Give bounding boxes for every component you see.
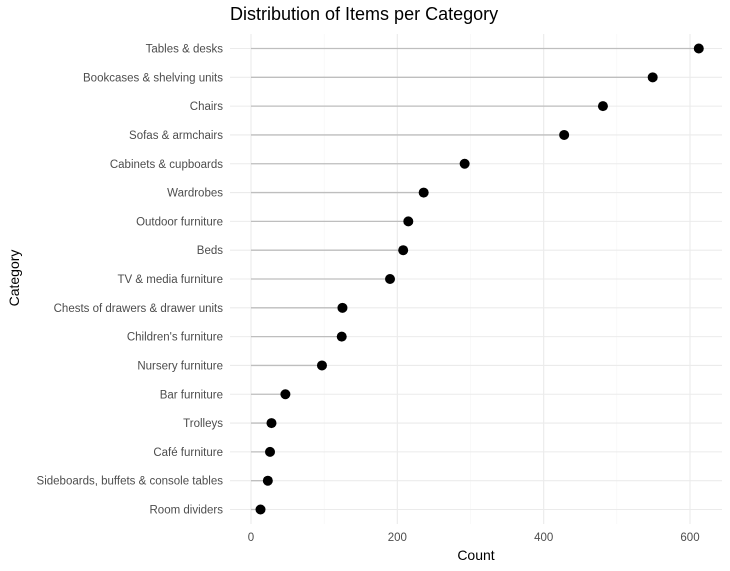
y-axis-tick-labels: Tables & desks Bookcases & shelving units… [37,44,224,517]
x-tick-label: 200 [388,532,407,544]
data-point [418,187,429,198]
data-point [559,129,570,140]
x-axis-tick-labels: 0 200 400 600 [248,532,700,544]
y-tick-label: Bookcases & shelving units [83,72,223,84]
data-point [255,504,266,515]
y-tick-label: Beds [197,245,223,257]
data-point [265,446,276,457]
x-tick-label: 400 [534,532,553,544]
y-tick-label: Room dividers [150,505,224,517]
y-tick-label: Tables & desks [146,44,224,56]
data-point [280,389,291,400]
data-point [403,216,414,227]
y-tick-label: Cabinets & cupboards [110,159,223,171]
data-point [316,360,327,371]
data-point [266,418,277,429]
y-tick-label: Bar furniture [160,389,223,401]
y-tick-label: Nursery furniture [137,360,223,372]
data-point [336,331,347,342]
y-axis-title: Category [6,250,22,307]
data-point [337,302,348,313]
data-point [597,101,608,112]
data-point [262,475,273,486]
chart-title: Distribution of Items per Category [230,4,498,24]
y-tick-label: Children's furniture [127,332,223,344]
data-point [693,43,704,54]
y-tick-label: Café furniture [153,447,223,459]
y-tick-label: Chairs [190,101,223,113]
y-tick-label: TV & media furniture [118,274,223,286]
data-point [647,72,658,83]
y-tick-label: Outdoor furniture [136,216,223,228]
y-tick-label: Chests of drawers & drawer units [54,303,224,315]
data-point [385,274,396,284]
x-axis-title: Count [457,547,494,563]
y-tick-label: Trolleys [183,418,223,430]
y-tick-label: Wardrobes [167,188,223,200]
data-points [255,43,704,515]
y-tick-label: Sideboards, buffets & console tables [37,476,224,488]
x-tick-label: 0 [248,532,254,544]
y-tick-label: Sofas & armchairs [129,130,223,142]
data-point [398,245,409,256]
data-point [459,158,470,169]
x-tick-label: 600 [680,532,699,544]
